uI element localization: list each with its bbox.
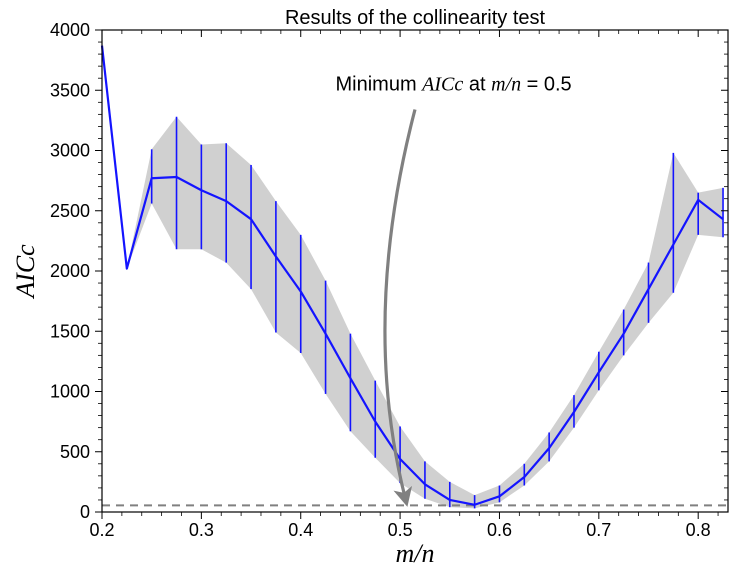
y-tick-label: 2000 bbox=[50, 261, 90, 281]
y-tick-label: 500 bbox=[60, 442, 90, 462]
y-tick-label: 4000 bbox=[50, 20, 90, 40]
x-tick-label: 0.3 bbox=[189, 520, 214, 540]
x-tick-label: 0.7 bbox=[586, 520, 611, 540]
y-tick-label: 2500 bbox=[50, 201, 90, 221]
chart-container: Minimum AICc at m/n = 0.5 0.2 0.3 0.4 0.5 0.6… bbox=[0, 0, 744, 580]
y-tick-label: 3500 bbox=[50, 80, 90, 100]
y-tick-label: 1000 bbox=[50, 382, 90, 402]
chart-title: Results of the collinearity test bbox=[285, 7, 546, 29]
x-axis-label: m/n bbox=[396, 539, 435, 568]
x-tick-label: 0.8 bbox=[686, 520, 711, 540]
collinearity-chart: Minimum AICc at m/n = 0.5 0.2 0.3 0.4 0.5 0.6… bbox=[0, 0, 744, 580]
y-axis-label: AICc bbox=[11, 244, 40, 300]
x-tick-label: 0.6 bbox=[487, 520, 512, 540]
y-tick-label: 1500 bbox=[50, 321, 90, 341]
y-tick-label: 3000 bbox=[50, 141, 90, 161]
x-tick-label: 0.4 bbox=[288, 520, 313, 540]
y-tick-label: 0 bbox=[80, 502, 90, 522]
annotation-text: Minimum AICc at m/n = 0.5 bbox=[336, 73, 572, 95]
x-tick-label: 0.5 bbox=[388, 520, 413, 540]
x-tick-label: 0.2 bbox=[89, 520, 114, 540]
